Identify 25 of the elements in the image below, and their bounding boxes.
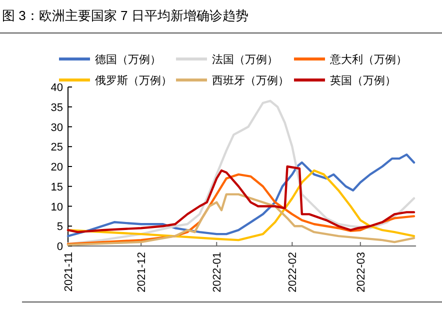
y-tick-label: 0: [56, 241, 63, 253]
x-tick-label: 2021-12: [136, 252, 148, 292]
y-tick-label: 20: [50, 162, 63, 174]
legend-label: 法国（万例）: [212, 53, 278, 66]
line-series: [66, 165, 416, 234]
y-tick-label: 5: [56, 221, 63, 234]
x-tick-label: 2022-01: [212, 252, 224, 292]
line-series: [66, 153, 416, 238]
chart-title: 图 3：欧洲主要国家 7 日平均新增确诊趋势: [2, 8, 248, 23]
y-tick-label: 40: [50, 82, 63, 94]
y-tick-label: 30: [50, 122, 63, 134]
line-series: [66, 100, 416, 246]
legend-label: 意大利（万例）: [329, 53, 407, 66]
legend-label: 西班牙（万例）: [212, 74, 289, 87]
x-tick-label: 2021-11: [63, 252, 75, 292]
line-series: [66, 193, 416, 246]
y-tick-label: 10: [50, 201, 63, 214]
y-tick-label: 15: [50, 181, 63, 194]
x-tick-label: 2022-02: [287, 252, 300, 292]
legend-label: 英国（万例）: [330, 74, 396, 87]
legend-label: 俄罗斯（万例）: [95, 74, 172, 87]
legend-label: 德国（万例）: [95, 54, 161, 66]
y-tick-label: 35: [50, 102, 63, 114]
x-tick-label: 2022-03: [355, 252, 368, 292]
y-tick-label: 25: [50, 142, 63, 154]
